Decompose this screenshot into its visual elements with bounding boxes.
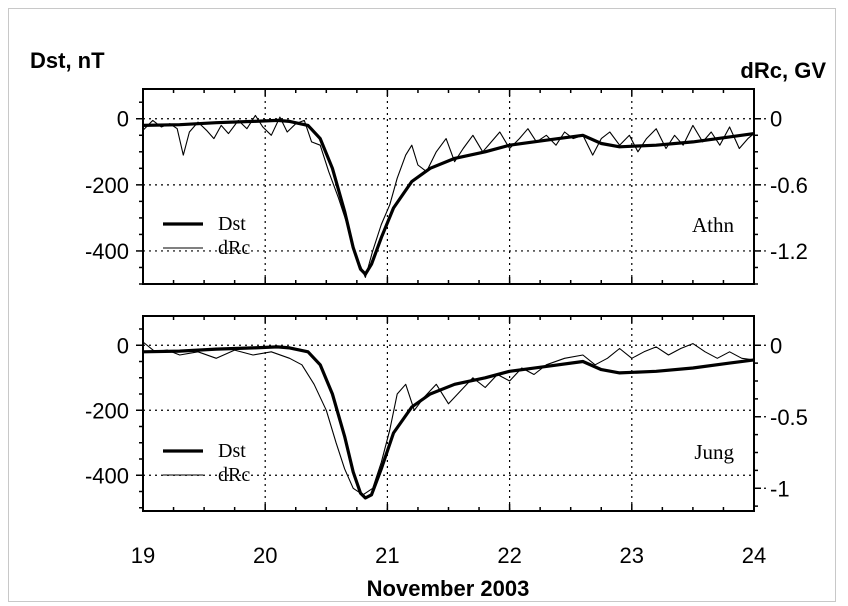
y-tick-label: 0 xyxy=(117,107,129,132)
panel-label: Athn xyxy=(692,213,735,237)
right-axis-label: dRc, GV xyxy=(740,58,826,83)
y2-tick-label: 0 xyxy=(770,107,782,132)
x-tick-label: 21 xyxy=(375,543,399,568)
x-tick-label: 23 xyxy=(620,543,644,568)
y-tick-label: -400 xyxy=(85,463,129,488)
y-tick-label: 0 xyxy=(117,333,129,358)
legend-label-dst: Dst xyxy=(218,440,246,462)
series-dst-line xyxy=(142,118,755,276)
series-drc-line xyxy=(142,341,755,496)
x-tick-label: 22 xyxy=(497,543,521,568)
x-tick-label: 19 xyxy=(131,543,155,568)
y2-tick-label: -1 xyxy=(770,476,790,501)
y2-tick-label: -0.6 xyxy=(770,173,808,198)
y-tick-label: -200 xyxy=(85,398,129,423)
x-axis-label: November 2003 xyxy=(367,576,530,601)
y-tick-label: -400 xyxy=(85,239,129,264)
y2-tick-label: -0.5 xyxy=(770,405,808,430)
legend-label-drc: dRc xyxy=(218,464,250,486)
legend-label-dst: Dst xyxy=(218,213,246,235)
y-tick-label: -200 xyxy=(85,173,129,198)
left-axis-label: Dst, nT xyxy=(30,48,105,73)
y2-tick-label: 0 xyxy=(770,333,782,358)
series-dst-line xyxy=(142,345,755,500)
series-drc-line xyxy=(142,114,755,278)
x-tick-label: 24 xyxy=(742,543,766,568)
y2-tick-label: -1.2 xyxy=(770,239,808,264)
x-tick-label: 20 xyxy=(253,543,277,568)
figure-frame xyxy=(8,8,836,602)
panel-label: Jung xyxy=(694,440,734,464)
legend-label-drc: dRc xyxy=(218,237,250,259)
